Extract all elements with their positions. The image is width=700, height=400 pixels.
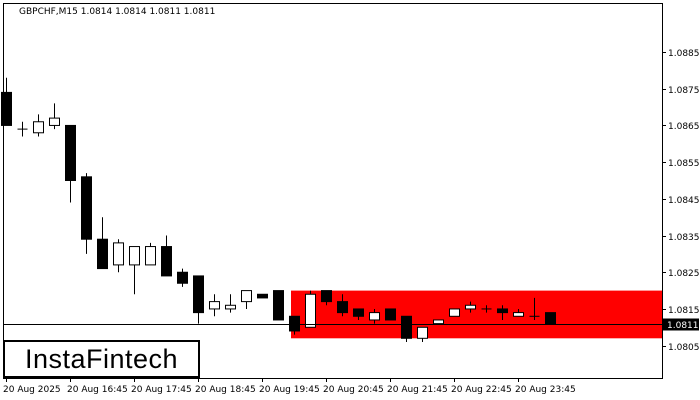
price-tick-label: 1.0885 bbox=[668, 49, 700, 59]
price-tick-label: 1.0805 bbox=[668, 343, 700, 353]
chart-frame bbox=[3, 3, 663, 379]
candle bbox=[65, 124, 76, 203]
candle bbox=[481, 305, 492, 313]
time-tick-label: 20 Aug 23:45 bbox=[515, 385, 576, 395]
candle-body-bearish bbox=[1, 91, 12, 126]
candle-body-bearish bbox=[193, 275, 204, 314]
candle-body-bearish bbox=[353, 308, 364, 317]
time-tick-label: 20 Aug 20:45 bbox=[323, 385, 384, 395]
candle-body-bearish bbox=[273, 290, 284, 321]
price-tick-label: 1.0825 bbox=[668, 269, 700, 279]
candle-body-bullish bbox=[417, 326, 428, 339]
price-tick-label: 1.0855 bbox=[668, 159, 700, 169]
candle bbox=[209, 294, 220, 317]
plot-border bbox=[3, 3, 663, 379]
candle bbox=[193, 275, 204, 324]
candle bbox=[385, 308, 396, 321]
candle bbox=[257, 293, 268, 299]
price-tick-label: 1.0865 bbox=[668, 122, 700, 132]
candle-body-bullish bbox=[465, 304, 476, 310]
candle-body-bullish bbox=[49, 117, 60, 126]
candle-body-bullish bbox=[209, 301, 220, 310]
candle-body-bearish bbox=[289, 315, 300, 332]
time-tick-label: 20 Aug 2025 bbox=[3, 385, 61, 395]
candle bbox=[337, 294, 348, 317]
time-tick-label: 20 Aug 19:45 bbox=[259, 385, 320, 395]
chart-title: GBPCHF,M15 1.0814 1.0814 1.0811 1.0811 bbox=[19, 7, 215, 17]
candle bbox=[529, 297, 540, 320]
candle-body-bullish bbox=[369, 312, 380, 321]
candle-body-bearish bbox=[257, 293, 268, 299]
candle bbox=[33, 114, 44, 137]
candle-body-bearish bbox=[497, 308, 508, 314]
candle bbox=[545, 312, 556, 325]
candle bbox=[449, 308, 460, 317]
candle bbox=[1, 77, 12, 126]
candle bbox=[161, 235, 172, 277]
candle bbox=[497, 305, 508, 320]
logo-text: InstaFintech bbox=[24, 343, 179, 374]
candle bbox=[433, 319, 444, 325]
price-tick-label: 1.0845 bbox=[668, 196, 700, 206]
instafintech-logo: InstaFintech bbox=[3, 340, 200, 378]
candle-body-bearish bbox=[161, 246, 172, 277]
candle bbox=[113, 239, 124, 273]
candle bbox=[369, 308, 380, 324]
time-tick-label: 20 Aug 16:45 bbox=[67, 385, 128, 395]
candle-body-bullish bbox=[129, 246, 140, 266]
price-tick-label: 1.0835 bbox=[668, 233, 700, 243]
candle-body-bullish bbox=[433, 319, 444, 325]
candle-body-bullish bbox=[241, 290, 252, 303]
candle bbox=[129, 246, 140, 295]
time-axis: 20 Aug 2025 20 Aug 16:45 20 Aug 17:45 20 Au… bbox=[3, 378, 576, 395]
candle bbox=[465, 301, 476, 313]
current-price-badge: 1.0811 bbox=[663, 318, 699, 331]
candle bbox=[321, 290, 332, 306]
candle-body-bullish bbox=[113, 242, 124, 266]
support-zone-layer bbox=[291, 290, 662, 339]
current-price-badge-bg bbox=[663, 318, 699, 331]
time-tick-label: 20 Aug 18:45 bbox=[195, 385, 256, 395]
candle bbox=[145, 242, 156, 266]
candle-body-bearish bbox=[545, 312, 556, 325]
candle-body-bearish bbox=[321, 290, 332, 303]
candle bbox=[241, 290, 252, 309]
candle bbox=[305, 290, 316, 328]
candle bbox=[417, 326, 428, 342]
candle-body-bearish bbox=[401, 315, 412, 339]
candle bbox=[177, 268, 188, 287]
candle-body-bullish bbox=[225, 304, 236, 310]
price-axis: 1.0885 1.0875 1.0865 1.0855 1.0845 1.0835 1.08… bbox=[662, 49, 700, 353]
candle bbox=[17, 121, 28, 137]
candle-body-bullish bbox=[33, 121, 44, 134]
price-tick-label: 1.0815 bbox=[668, 306, 700, 316]
candle bbox=[273, 290, 284, 321]
candle bbox=[225, 294, 236, 313]
time-tick-label: 20 Aug 17:45 bbox=[131, 385, 192, 395]
candle bbox=[513, 308, 524, 317]
candle-body-bearish bbox=[385, 308, 396, 321]
candles-layer bbox=[1, 77, 556, 342]
candle-body-bearish bbox=[65, 124, 76, 181]
candle bbox=[81, 173, 92, 254]
candle-body-bearish bbox=[337, 301, 348, 314]
candle-body-bullish bbox=[449, 308, 460, 317]
current-price-label: 1.0811 bbox=[667, 321, 699, 331]
candle-body-bearish bbox=[81, 176, 92, 240]
candle-body-bearish bbox=[97, 238, 108, 270]
candle bbox=[49, 103, 60, 130]
candle-body-bullish bbox=[513, 312, 524, 317]
candle bbox=[353, 308, 364, 320]
support-zone bbox=[291, 290, 662, 339]
candle bbox=[289, 315, 300, 335]
candle bbox=[97, 217, 108, 270]
candle bbox=[401, 315, 412, 342]
time-tick-label: 20 Aug 22:45 bbox=[451, 385, 512, 395]
candle-body-bullish bbox=[145, 246, 156, 266]
candle-body-bullish bbox=[305, 293, 316, 328]
price-tick-label: 1.0875 bbox=[668, 86, 700, 96]
candle-body-bearish bbox=[177, 271, 188, 284]
time-tick-label: 20 Aug 21:45 bbox=[387, 385, 448, 395]
